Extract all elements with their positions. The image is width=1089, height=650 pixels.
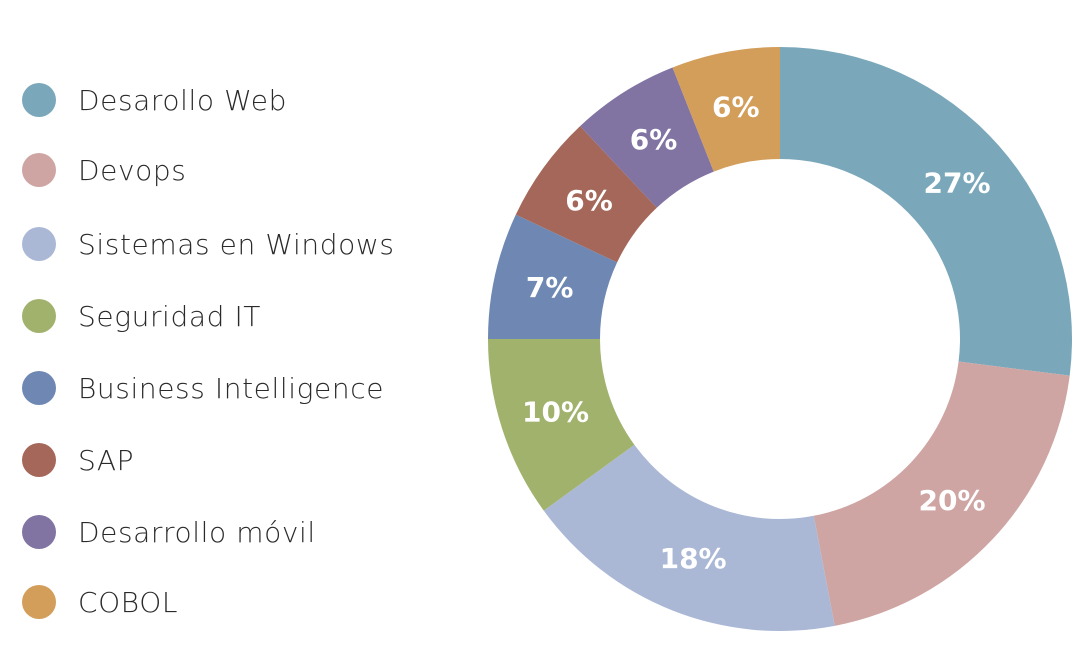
slice-percent-label: 10% [522, 395, 589, 428]
donut-slice-7 [580, 67, 714, 208]
legend-item-desarrollo-movil: Desarrollo móvil [22, 512, 316, 552]
legend-label: Seguridad IT [78, 299, 262, 333]
legend-item-devops: Devops [22, 150, 186, 190]
slice-percent-label: 20% [919, 484, 986, 517]
legend-item-cobol: COBOL [22, 582, 178, 622]
legend-label: Devops [78, 153, 187, 187]
donut-slice-4 [488, 339, 635, 511]
legend-label: Sistemas en Windows [78, 227, 395, 261]
legend-item-desarollo-web: Desarollo Web [22, 80, 287, 120]
donut-slice-2 [813, 361, 1070, 626]
donut-slices [488, 47, 1072, 631]
donut-slice-3 [543, 444, 835, 631]
chart-legend: Desarollo Web Devops Sistemas en Windows… [0, 0, 460, 646]
donut-chart: 27% 20% 18% 10% 7% 6% 6% 6% [470, 30, 1089, 646]
legend-swatch [22, 227, 56, 261]
legend-swatch [22, 299, 56, 333]
legend-label: COBOL [78, 585, 179, 619]
legend-swatch [22, 83, 56, 117]
slice-percent-label: 6% [712, 91, 760, 124]
donut-labels: 27% 20% 18% 10% 7% 6% 6% 6% [522, 91, 991, 575]
donut-slice-8 [672, 47, 780, 172]
legend-label: SAP [78, 443, 135, 477]
donut-slice-1 [780, 47, 1072, 376]
legend-item-sistemas-windows: Sistemas en Windows [22, 224, 395, 264]
legend-swatch [22, 371, 56, 405]
legend-label: Desarrollo móvil [78, 515, 316, 549]
donut-chart-svg: 27% 20% 18% 10% 7% 6% 6% 6% [488, 47, 1072, 631]
legend-label: Desarollo Web [78, 83, 287, 117]
legend-item-business-intelligence: Business Intelligence [22, 368, 384, 408]
legend-swatch [22, 153, 56, 187]
donut-slice-6 [515, 126, 657, 263]
legend-swatch [22, 585, 56, 619]
slice-percent-label: 18% [660, 542, 727, 575]
slice-percent-label: 6% [630, 123, 678, 156]
slice-percent-label: 27% [924, 166, 991, 199]
legend-item-sap: SAP [22, 440, 134, 480]
legend-item-seguridad-it: Seguridad IT [22, 296, 261, 336]
slice-percent-label: 7% [526, 271, 574, 304]
donut-slice-5 [488, 214, 618, 339]
legend-label: Business Intelligence [78, 371, 385, 405]
legend-swatch [22, 515, 56, 549]
slice-percent-label: 6% [565, 184, 613, 217]
legend-swatch [22, 443, 56, 477]
